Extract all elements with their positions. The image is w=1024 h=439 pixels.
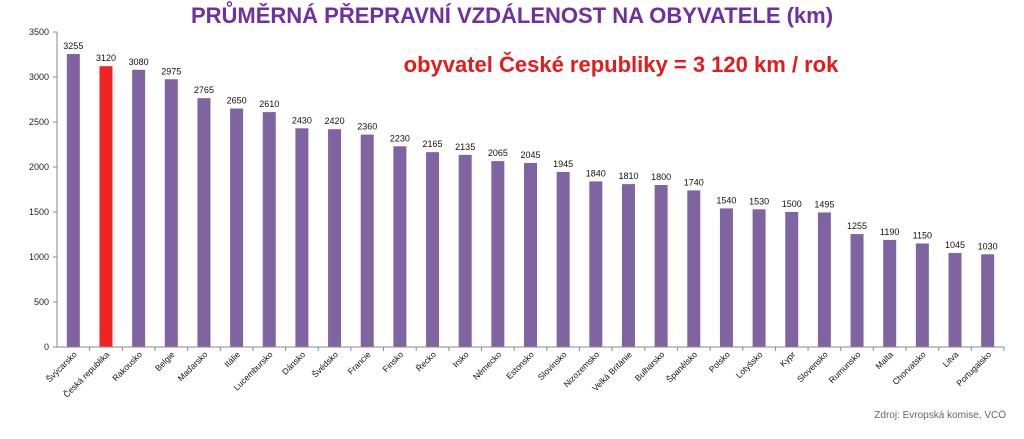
chart-annotation: obyvatel České republiky = 3 120 km / ro… <box>403 52 839 77</box>
bar <box>883 239 897 347</box>
y-tick-label: 3500 <box>29 27 49 37</box>
bar <box>262 112 276 347</box>
data-label: 1190 <box>880 227 899 237</box>
bar <box>981 254 995 347</box>
data-label: 1540 <box>716 195 736 205</box>
bar <box>230 108 244 347</box>
x-tick-label: Řecko <box>414 349 438 373</box>
data-label: 2045 <box>520 150 540 160</box>
bar <box>948 252 962 347</box>
data-label: 1810 <box>618 171 638 181</box>
x-tick-label: Lotyšsko <box>734 349 765 380</box>
y-tick-label: 1500 <box>29 207 49 217</box>
data-label: 1500 <box>782 199 802 209</box>
bar <box>556 171 570 347</box>
y-tick-label: 500 <box>34 297 49 307</box>
data-label: 1800 <box>651 172 671 182</box>
data-label: 1740 <box>684 177 704 187</box>
x-tick-label: Kypr <box>778 349 798 369</box>
data-label: 1840 <box>586 168 606 178</box>
bar <box>66 54 80 348</box>
bar <box>164 79 178 347</box>
y-tick-label: 3000 <box>29 72 49 82</box>
y-tick-label: 0 <box>44 342 49 352</box>
y-tick-label: 2500 <box>29 117 49 127</box>
x-tick-label: Bulharsko <box>633 349 667 383</box>
bar <box>393 146 407 347</box>
bar <box>295 128 309 347</box>
bar <box>621 184 635 347</box>
bar <box>589 181 603 347</box>
x-tick-label: Rakousko <box>110 349 144 383</box>
bars <box>66 54 995 348</box>
bar <box>850 234 864 347</box>
data-label: 2135 <box>455 142 475 152</box>
x-tick-label: Malta <box>873 349 895 371</box>
bar <box>817 212 831 347</box>
x-tick-label: Slovensko <box>795 349 830 384</box>
bar <box>99 66 113 347</box>
bar <box>360 134 374 347</box>
bar <box>328 129 342 347</box>
data-label: 2420 <box>325 116 345 126</box>
bar <box>197 98 211 348</box>
bar <box>915 243 929 347</box>
data-label: 2650 <box>227 96 247 106</box>
x-tick-label: Francie <box>346 349 373 376</box>
x-tick-label: Finsko <box>381 349 406 374</box>
data-label: 2230 <box>390 133 410 143</box>
bar <box>132 69 146 348</box>
data-label: 2610 <box>259 99 279 109</box>
x-tick-label: Portugalsko <box>954 349 993 388</box>
bar <box>752 209 766 347</box>
x-tick-label: Německo <box>471 349 504 382</box>
data-label: 3080 <box>129 57 149 67</box>
bar <box>524 162 537 347</box>
x-tick-label: Rumunsko <box>827 349 863 385</box>
x-tick-label: Belgie <box>153 349 177 373</box>
chart-title: PRŮMĚRNÁ PŘEPRAVNÍ VZDÁLENOST NA OBYVATE… <box>190 3 834 28</box>
x-tick-label: Slovinsko <box>536 349 569 382</box>
data-label: 1255 <box>847 221 867 231</box>
x-tick-label: Španělsko <box>664 349 699 384</box>
x-tick-label: Irsko <box>451 349 471 369</box>
data-label: 1030 <box>978 241 998 251</box>
x-tick-label: Dánsko <box>280 349 308 377</box>
x-tick-label: Švédsko <box>310 349 340 379</box>
y-tick-label: 2000 <box>29 162 49 172</box>
data-labels: 3255 3120 3080 2975 2765 2650 2610 2430 2420 2360… <box>63 41 997 251</box>
bar <box>785 212 799 347</box>
data-label: 3255 <box>63 41 83 51</box>
source-note: Zdroj: Evropská komise, VCÖ <box>874 410 1006 421</box>
data-label: 1945 <box>553 159 573 169</box>
bar <box>719 208 733 347</box>
x-tick-label: Chorvatsko <box>890 349 928 387</box>
data-label: 2430 <box>292 115 312 125</box>
data-label: 2360 <box>357 122 377 132</box>
bar <box>426 152 440 347</box>
bar <box>458 154 472 347</box>
data-label: 2165 <box>423 139 443 149</box>
x-tick-label: Maďarsko <box>176 349 210 383</box>
bar <box>491 161 505 347</box>
data-label: 1530 <box>749 196 769 206</box>
y-axis: 0 500 1000 1500 2000 2500 3000 3500 <box>29 27 58 352</box>
data-label: 2765 <box>194 85 214 95</box>
data-label: 1150 <box>913 231 932 241</box>
bar <box>654 185 668 347</box>
data-label: 3120 <box>96 53 116 63</box>
y-tick-label: 1000 <box>29 252 49 262</box>
data-label: 1495 <box>814 199 834 209</box>
bar <box>687 190 701 347</box>
x-tick-label: Polsko <box>707 349 732 374</box>
data-label: 2065 <box>488 148 508 158</box>
x-tick-label: Estonsko <box>504 349 536 381</box>
data-label: 2975 <box>161 66 181 76</box>
x-tick-label: Itálie <box>222 349 242 369</box>
data-label: 1045 <box>945 240 965 250</box>
x-tick-label: Litva <box>941 349 961 369</box>
